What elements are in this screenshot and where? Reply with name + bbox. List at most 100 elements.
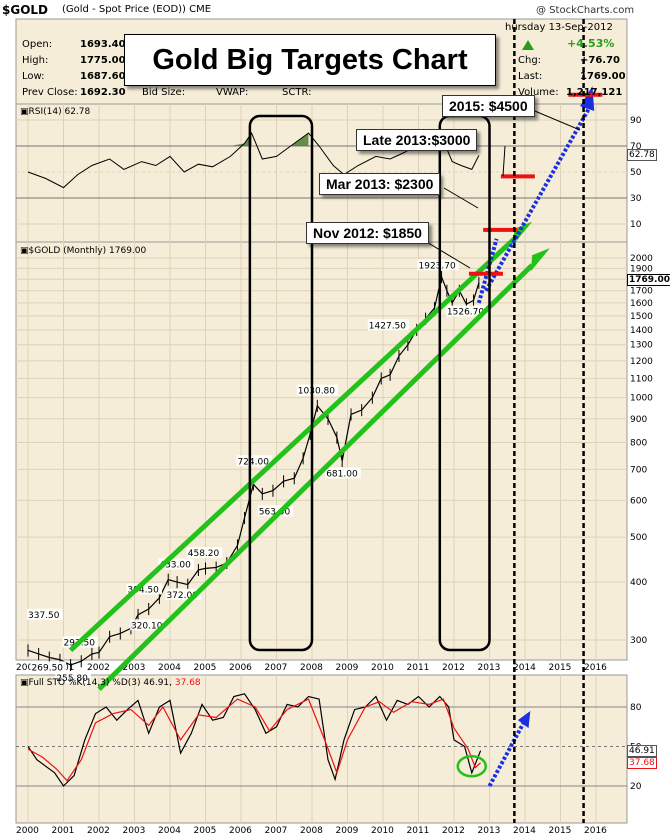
x-tick-label: 2002 xyxy=(87,663,110,673)
symbol-description: (Gold - Spot Price (EOD)) CME xyxy=(62,4,212,15)
channel-upper-arrow xyxy=(513,221,533,245)
low-label: Low: xyxy=(22,71,45,82)
rsi-tick-label: 10 xyxy=(630,220,642,230)
callout-late-2013: Late 2013:$3000 xyxy=(356,129,478,151)
price-tick-label: 300 xyxy=(630,636,647,646)
price-tick-label: 1600 xyxy=(630,299,653,309)
price-tick-label: 1400 xyxy=(630,326,653,336)
annotation-bg xyxy=(165,588,202,600)
price-tick-label: 1200 xyxy=(630,357,653,367)
x-tick-label: 2004 xyxy=(158,826,181,836)
chg-value: +76.70 xyxy=(580,55,621,66)
chart-title: Gold Big Targets Chart xyxy=(124,34,496,86)
price-annotation: 1526.70 xyxy=(447,308,484,318)
price-annotation: 320.10 xyxy=(131,621,163,631)
volume-value: 1,217,121 xyxy=(566,87,623,98)
cycle-box-2006 xyxy=(248,114,314,652)
last-label: Last: xyxy=(518,71,543,82)
price-value-box: 1769.00 xyxy=(627,274,670,286)
sto-k-line xyxy=(27,693,482,787)
annotation-bg xyxy=(186,547,223,559)
volume-label: Volume: xyxy=(518,87,559,98)
callout-pointer xyxy=(529,108,581,131)
low-value: 1687.60 xyxy=(80,71,126,82)
price-tick-label: 1300 xyxy=(630,341,653,351)
price-annotation: 1427.50 xyxy=(369,321,406,331)
price-tick-label: 400 xyxy=(630,578,647,588)
sto-label: ▣Full STO %K(14,3) %D(3) 46.91, 37.68 xyxy=(20,678,201,688)
high-value: 1775.00 xyxy=(80,55,126,66)
vwap-label: VWAP: xyxy=(216,87,249,98)
annotation-bg xyxy=(367,319,409,331)
price-tick-label: 1900 xyxy=(630,264,653,274)
annotation-bg xyxy=(257,505,294,517)
price-annotation: 384.50 xyxy=(127,585,159,595)
x-tick-label: 2008 xyxy=(300,826,323,836)
sto-projection-line xyxy=(487,719,527,787)
annotation-bg xyxy=(158,558,194,570)
annotation-bg xyxy=(417,259,459,271)
price-annotation: 458.20 xyxy=(188,549,220,559)
annotation-bg xyxy=(236,455,273,467)
x-tick-label: 2011 xyxy=(407,826,430,836)
up-arrow-icon xyxy=(522,40,534,50)
x-tick-label: 2012 xyxy=(442,663,465,673)
annotation-bg xyxy=(27,608,63,620)
open-value: 1693.40 xyxy=(80,39,126,50)
price-tick-label: 500 xyxy=(630,533,647,543)
x-tick-label: 2012 xyxy=(442,826,465,836)
price-tick-label: 2000 xyxy=(630,254,653,264)
x-tick-label: 2014 xyxy=(513,663,536,673)
price-tick-label: 1000 xyxy=(630,394,653,404)
price-annotation: 255.80 xyxy=(56,674,88,684)
x-tick-label: 2003 xyxy=(123,663,146,673)
channel-lower-line xyxy=(97,263,534,691)
x-tick-label: 2008 xyxy=(300,663,323,673)
price-annotation: 724.00 xyxy=(237,457,269,467)
x-tick-label: 2010 xyxy=(371,826,394,836)
x-tick-label: 2006 xyxy=(229,826,252,836)
price-annotation: 269.50 xyxy=(32,663,64,673)
rsi-label: ▣RSI(14) 62.78 xyxy=(20,107,91,117)
callout-mar-2013: Mar 2013: $2300 xyxy=(319,173,441,195)
annotation-bg xyxy=(126,583,162,595)
x-tick-label: 2016 xyxy=(584,663,607,673)
x-tick-label: 2013 xyxy=(478,826,501,836)
symbol: $GOLD xyxy=(2,3,49,17)
x-tick-label: 2009 xyxy=(336,826,359,836)
chg-label: Chg: xyxy=(518,55,542,66)
sto-tick-label: 20 xyxy=(630,782,642,792)
sto-k-box: 46.91 xyxy=(627,745,657,757)
x-tick-label: 2005 xyxy=(194,663,217,673)
x-tick-label: 2003 xyxy=(123,826,146,836)
price-tick-label: 600 xyxy=(630,496,647,506)
x-tick-label: 2016 xyxy=(584,826,607,836)
last-value: 1769.00 xyxy=(580,71,626,82)
x-tick-label: 2007 xyxy=(265,663,288,673)
price-annotation: 563.00 xyxy=(259,507,291,517)
sto-projection-arrowhead xyxy=(517,710,531,729)
price-tick-label: 1100 xyxy=(630,374,653,384)
price-annotation: 1923.70 xyxy=(419,261,456,271)
change-percent: +4.53% xyxy=(567,37,615,50)
x-tick-label: 2006 xyxy=(229,663,252,673)
brand: @ StockCharts.com xyxy=(536,5,635,16)
rsi-value-box: 62.78 xyxy=(627,149,657,161)
annotation-bg xyxy=(30,661,67,673)
x-tick-label: 2015 xyxy=(549,663,572,673)
x-tick-label: 2000 xyxy=(16,663,39,673)
price-annotation: 337.50 xyxy=(28,611,60,621)
rsi-tick-label: 50 xyxy=(630,168,642,178)
x-tick-label: 2001 xyxy=(52,826,75,836)
price-annotation: 681.00 xyxy=(326,469,358,479)
sto-d-box: 37.68 xyxy=(627,757,657,769)
price-tick-label: 1500 xyxy=(630,312,653,322)
x-tick-label: 2009 xyxy=(336,663,359,673)
prev-close-value: 1692.30 xyxy=(80,87,126,98)
x-tick-label: 2010 xyxy=(371,663,394,673)
x-tick-label: 2002 xyxy=(87,826,110,836)
open-label: Open: xyxy=(22,39,53,50)
annotation-bg xyxy=(296,384,338,396)
annotation-bg xyxy=(445,305,488,317)
